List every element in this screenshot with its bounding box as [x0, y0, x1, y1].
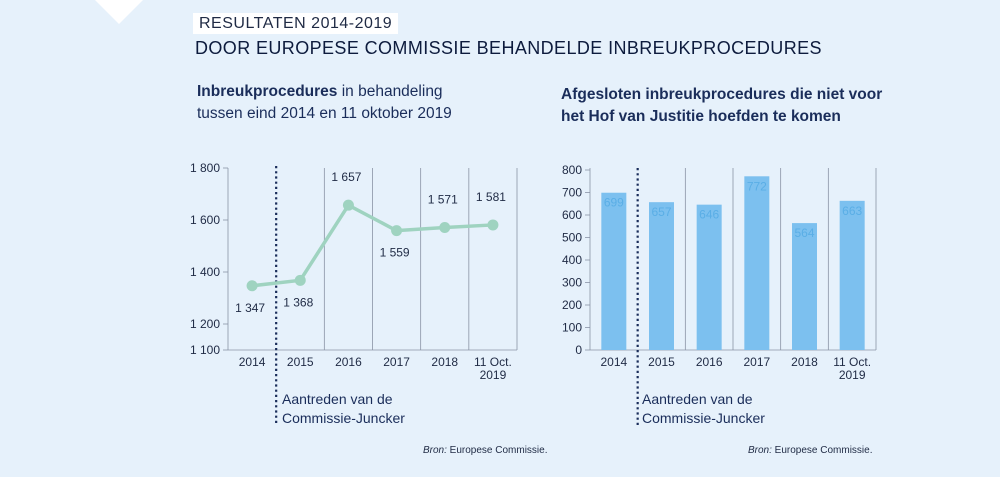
bar-data-label: 564 — [794, 226, 814, 240]
bar-data-label: 646 — [699, 208, 719, 222]
line-y-tick-label: 1 100 — [190, 343, 220, 357]
line-x-tick-label: 2019 — [480, 368, 507, 382]
bar-rect — [792, 223, 817, 350]
line-data-label: 1 347 — [235, 301, 265, 315]
bar-rect — [696, 204, 722, 350]
kicker-label: RESULTATEN 2014-2019 — [193, 13, 399, 34]
line-data-label: 1 559 — [380, 246, 410, 260]
bar-y-tick-label: 500 — [562, 231, 582, 245]
line-data-label: 1 571 — [428, 193, 458, 207]
right-annotation-line2: Commissie-Juncker — [642, 410, 765, 426]
left-source-label: Bron: — [423, 445, 447, 456]
line-x-tick-label: 11 Oct. — [474, 355, 512, 369]
left-subtitle-line2: tussen eind 2014 en 11 oktober 2019 — [197, 105, 452, 122]
bar-y-tick-label: 800 — [562, 163, 582, 177]
line-data-label: 1 657 — [331, 170, 361, 184]
bar-x-tick-label: 2016 — [696, 355, 723, 369]
line-y-tick-label: 1 400 — [190, 265, 220, 279]
line-x-tick-label: 2018 — [431, 355, 458, 369]
left-subtitle-rest: in behandeling — [337, 83, 443, 100]
left-annotation: Aantreden van de Commissie-Juncker — [282, 390, 405, 428]
bar-data-label: 699 — [604, 196, 624, 210]
bar-y-tick-label: 100 — [562, 321, 582, 335]
left-annotation-line1: Aantreden van de — [282, 391, 393, 407]
line-x-tick-label: 2014 — [239, 355, 266, 369]
bar-x-tick-label: 2018 — [791, 355, 818, 369]
line-x-tick-label: 2015 — [287, 355, 314, 369]
bar-rect — [744, 176, 770, 350]
page-title: DOOR EUROPESE COMMISSIE BEHANDELDE INBRE… — [195, 38, 822, 58]
left-chart-subtitle: Inbreukprocedures in behandeling tussen … — [197, 81, 517, 125]
bar-y-tick-label: 300 — [562, 276, 582, 290]
bar-y-tick-label: 700 — [562, 186, 582, 200]
right-annotation: Aantreden van de Commissie-Juncker — [642, 390, 765, 428]
line-y-tick-label: 1 600 — [190, 213, 220, 227]
right-chart-title: Afgesloten inbreukprocedures die niet vo… — [561, 84, 901, 128]
line-data-label: 1 368 — [283, 295, 313, 309]
left-source: Bron: Europese Commissie. — [423, 445, 548, 456]
bar-data-label: 657 — [651, 205, 671, 219]
line-data-point — [439, 222, 451, 234]
bar-x-tick-label: 2015 — [648, 355, 675, 369]
line-x-tick-label: 2017 — [383, 355, 410, 369]
line-y-tick-label: 1 800 — [190, 161, 220, 175]
left-subtitle-bold: Inbreukprocedures — [197, 83, 338, 100]
right-title-line2: het Hof van Justitie hoefden te komen — [561, 108, 841, 125]
right-title-line1: Afgesloten inbreukprocedures die niet vo… — [561, 86, 883, 103]
bar-data-label: 772 — [747, 179, 767, 193]
right-source: Bron: Europese Commissie. — [748, 445, 873, 456]
line-data-point — [487, 219, 499, 231]
bar-rect — [601, 192, 627, 350]
line-data-point — [294, 274, 306, 286]
bar-y-tick-label: 600 — [562, 208, 582, 222]
right-source-label: Bron: — [748, 445, 772, 456]
bar-x-tick-label: 2017 — [743, 355, 770, 369]
left-source-text: Europese Commissie. — [446, 445, 548, 456]
bar-y-tick-label: 400 — [562, 253, 582, 267]
corner-notch — [95, 0, 143, 24]
left-annotation-line2: Commissie-Juncker — [282, 410, 405, 426]
line-data-point — [246, 280, 258, 292]
bar-x-tick-label: 2019 — [839, 368, 866, 382]
line-y-tick-label: 1 200 — [190, 317, 220, 331]
bar-data-label: 663 — [842, 204, 862, 218]
right-source-text: Europese Commissie. — [771, 445, 873, 456]
bar-x-tick-label: 2014 — [600, 355, 627, 369]
line-data-point — [342, 199, 354, 211]
bar-rect — [649, 202, 674, 350]
bar-rect — [839, 200, 865, 350]
bar-y-tick-label: 0 — [575, 343, 582, 357]
bar-x-tick-label: 11 Oct. — [833, 355, 871, 369]
right-annotation-line1: Aantreden van de — [642, 391, 753, 407]
line-series-path — [251, 203, 494, 288]
bar-y-tick-label: 200 — [562, 298, 582, 312]
line-x-tick-label: 2016 — [335, 355, 362, 369]
line-data-label: 1 581 — [476, 190, 506, 204]
line-data-point — [391, 225, 403, 237]
